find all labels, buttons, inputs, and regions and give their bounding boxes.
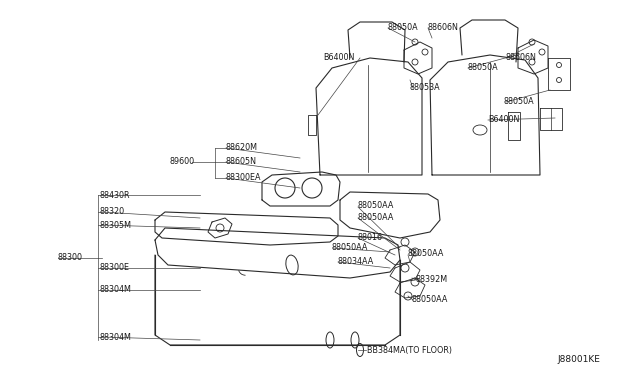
Text: 88300EA: 88300EA [226,173,262,183]
Text: 88034AA: 88034AA [337,257,373,266]
Text: 88300: 88300 [58,253,83,263]
Text: B6400N: B6400N [488,115,520,125]
Text: 88304M: 88304M [100,285,132,295]
Text: 88392M: 88392M [415,275,447,283]
Text: 88606N: 88606N [505,52,536,61]
Text: J88001KE: J88001KE [557,356,600,365]
Text: 88050AA: 88050AA [412,295,449,304]
Text: BB384MA(TO FLOOR): BB384MA(TO FLOOR) [367,346,452,355]
Text: 88605N: 88605N [226,157,257,167]
Text: 88050AA: 88050AA [408,250,444,259]
Text: B6400N: B6400N [323,52,355,61]
Text: 88320: 88320 [100,208,125,217]
Text: 88050A: 88050A [467,62,498,71]
Text: 88305M: 88305M [100,221,132,230]
Text: 88606N: 88606N [428,22,459,32]
Text: 88430R: 88430R [100,190,131,199]
Text: 88050AA: 88050AA [358,212,394,221]
Text: 88304M: 88304M [100,333,132,341]
Text: 89600: 89600 [170,157,195,167]
Text: 88016: 88016 [358,232,383,241]
Text: 88050A: 88050A [503,97,534,106]
Text: 88050A: 88050A [388,22,419,32]
Text: 88053A: 88053A [410,83,440,92]
Text: 88050AA: 88050AA [358,202,394,211]
Text: 88620M: 88620M [226,142,258,151]
Text: 88050AA: 88050AA [332,244,369,253]
Text: 88300E: 88300E [100,263,130,273]
